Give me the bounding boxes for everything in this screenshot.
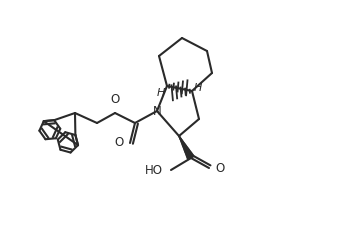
Polygon shape <box>184 147 188 150</box>
Polygon shape <box>180 139 182 141</box>
Polygon shape <box>180 137 181 138</box>
Text: O: O <box>115 137 124 149</box>
Polygon shape <box>179 136 180 137</box>
Polygon shape <box>182 142 184 144</box>
Polygon shape <box>182 143 185 145</box>
Polygon shape <box>183 145 187 148</box>
Polygon shape <box>187 154 193 159</box>
Polygon shape <box>183 146 187 149</box>
Text: O: O <box>110 93 120 106</box>
Polygon shape <box>186 151 191 155</box>
Polygon shape <box>180 138 181 139</box>
Polygon shape <box>187 153 192 157</box>
Polygon shape <box>185 150 190 154</box>
Polygon shape <box>185 149 190 153</box>
Polygon shape <box>185 148 189 151</box>
Polygon shape <box>183 144 186 147</box>
Text: HO: HO <box>145 164 163 177</box>
Polygon shape <box>186 152 192 156</box>
Polygon shape <box>181 141 183 143</box>
Polygon shape <box>181 140 183 142</box>
Text: H: H <box>157 88 165 98</box>
Polygon shape <box>187 155 194 160</box>
Text: N: N <box>153 105 162 118</box>
Text: H: H <box>194 83 202 93</box>
Text: O: O <box>215 162 224 174</box>
